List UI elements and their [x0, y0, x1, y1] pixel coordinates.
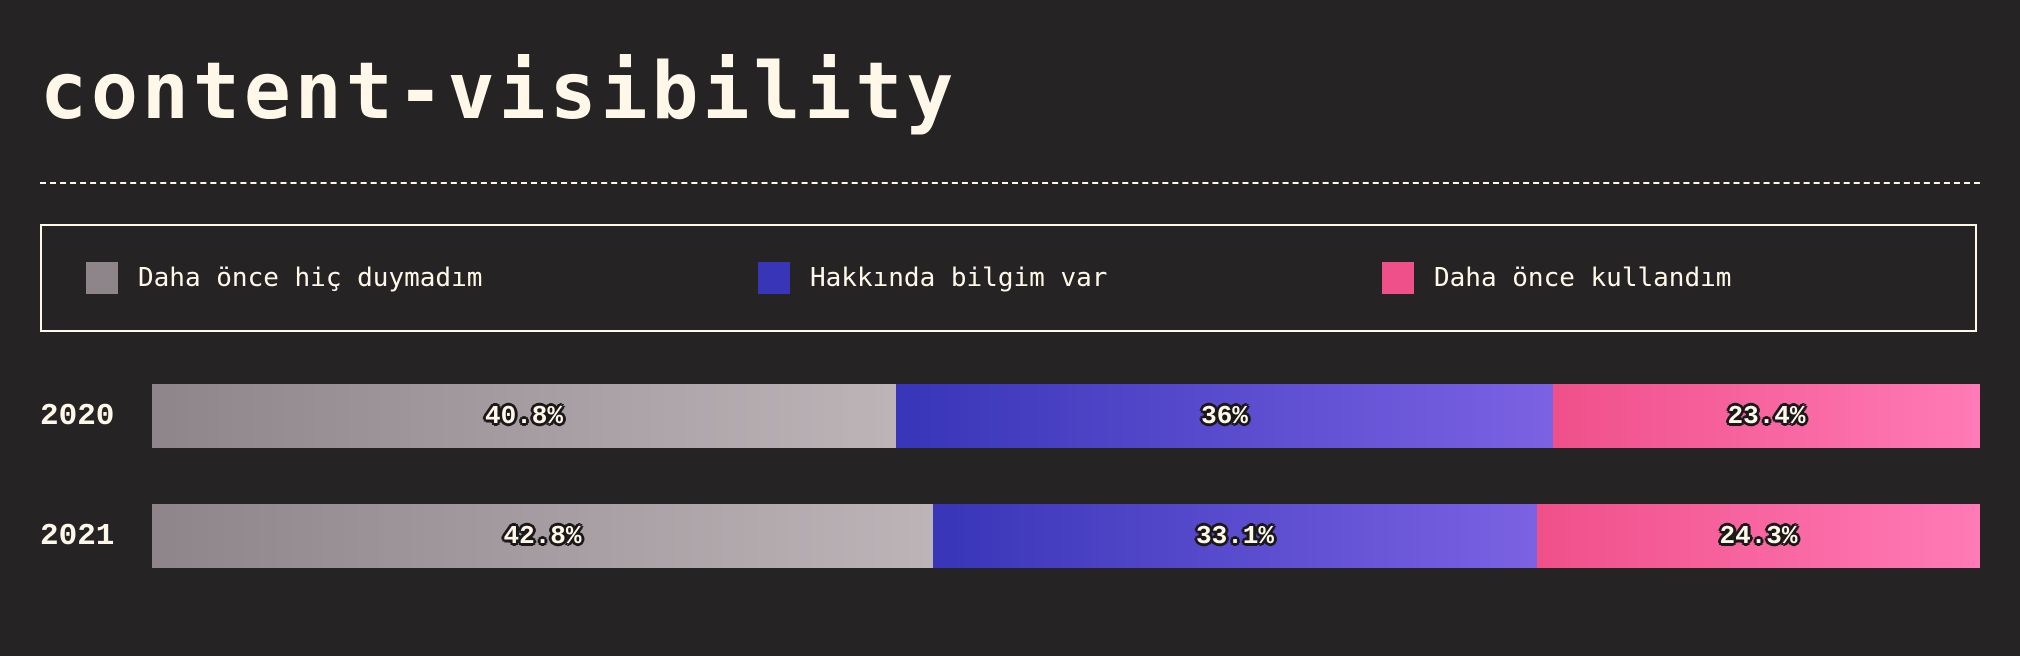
- bar-value-label: 36%: [1201, 401, 1248, 431]
- row-label-2020: 2020: [40, 399, 115, 434]
- legend-swatch-never-heard: [86, 262, 118, 294]
- legend-item-never-heard[interactable]: Daha önce hiç duymadım: [86, 226, 482, 330]
- legend-swatch-know-about: [758, 262, 790, 294]
- bar-segment-2021-never-heard[interactable]: 42.8%: [152, 504, 933, 568]
- chart-title: content-visibility: [40, 47, 958, 137]
- bar-value-label: 42.8%: [503, 521, 582, 551]
- bar-segment-2020-never-heard[interactable]: 40.8%: [152, 384, 896, 448]
- row-label-2021: 2021: [40, 519, 115, 554]
- bar-value-label: 23.4%: [1727, 401, 1806, 431]
- bar-value-label: 40.8%: [484, 401, 563, 431]
- bar-segment-2021-used[interactable]: 24.3%: [1537, 504, 1980, 568]
- bar-segment-2020-know-about[interactable]: 36%: [896, 384, 1553, 448]
- bar-2021[interactable]: 42.8% 33.1% 24.3%: [152, 504, 1980, 568]
- legend: Daha önce hiç duymadım Hakkında bilgim v…: [40, 224, 1977, 332]
- legend-label-used: Daha önce kullandım: [1434, 263, 1732, 293]
- bar-segment-2021-know-about[interactable]: 33.1%: [933, 504, 1537, 568]
- bar-value-label: 33.1%: [1195, 521, 1274, 551]
- title-divider: [40, 182, 1980, 184]
- legend-swatch-used: [1382, 262, 1414, 294]
- legend-label-know-about: Hakkında bilgim var: [810, 263, 1108, 293]
- legend-label-never-heard: Daha önce hiç duymadım: [138, 263, 483, 293]
- bar-value-label: 24.3%: [1719, 521, 1798, 551]
- bar-segment-2020-used[interactable]: 23.4%: [1553, 384, 1980, 448]
- bar-2020[interactable]: 40.8% 36% 23.4%: [152, 384, 1980, 448]
- legend-item-used[interactable]: Daha önce kullandım: [1382, 226, 1731, 330]
- legend-item-know-about[interactable]: Hakkında bilgim var: [758, 226, 1107, 330]
